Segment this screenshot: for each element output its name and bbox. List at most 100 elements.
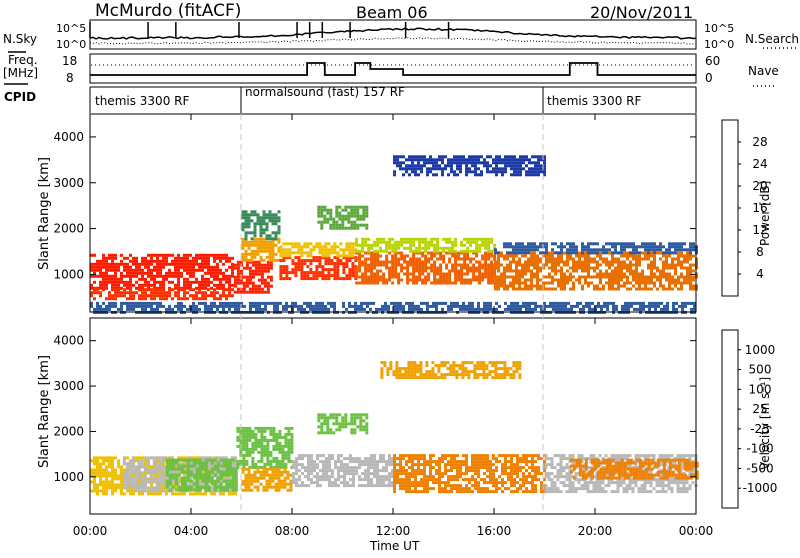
power-cell <box>347 206 350 209</box>
power-cell <box>245 231 248 234</box>
power-cell <box>454 267 457 270</box>
power-cell <box>560 279 563 282</box>
power-cell <box>513 158 516 161</box>
velocity-cell <box>172 477 175 480</box>
velocity-cell <box>156 468 159 471</box>
velocity-cell <box>322 475 325 478</box>
power-cell <box>429 155 432 158</box>
power-cell <box>648 308 651 311</box>
power-cell <box>282 265 285 268</box>
power-cell <box>554 270 557 273</box>
velocity-cell <box>202 477 205 480</box>
velocity-cell <box>290 448 293 451</box>
velocity-cell <box>126 480 129 483</box>
power-cell <box>644 248 647 251</box>
power-cell <box>436 282 439 285</box>
power-cell <box>525 158 528 161</box>
power-cell <box>132 260 135 263</box>
power-cell <box>472 258 475 261</box>
power-cell <box>423 164 426 167</box>
power-cell <box>683 279 686 282</box>
power-cell <box>379 247 382 250</box>
power-cell <box>653 255 656 258</box>
power-cell <box>578 264 581 267</box>
velocity-cell <box>162 474 165 477</box>
power-cell <box>243 305 246 308</box>
power-cell <box>342 302 345 305</box>
power-cell <box>424 270 427 273</box>
power-cell <box>114 297 117 300</box>
power-cell <box>335 224 338 227</box>
velocity-cell <box>199 489 202 492</box>
power-cell <box>279 265 282 268</box>
power-cell <box>575 267 578 270</box>
power-cell <box>266 250 269 253</box>
velocity-cell <box>184 489 187 492</box>
power-cell <box>141 302 144 305</box>
velocity-cell <box>183 492 186 495</box>
power-cell <box>614 273 617 276</box>
power-cell <box>456 164 459 167</box>
power-cell <box>252 273 255 276</box>
velocity-cell <box>111 492 114 495</box>
power-cell <box>448 279 451 282</box>
power-cell <box>405 164 408 167</box>
power-cell <box>237 264 240 267</box>
power-cell <box>171 281 174 284</box>
power-cell <box>638 285 641 288</box>
power-cell <box>234 276 237 279</box>
velocity-cell <box>147 459 150 462</box>
power-cell <box>347 227 350 230</box>
power-cell <box>612 308 615 311</box>
velocity-cell <box>123 483 126 486</box>
power-cell <box>524 264 527 267</box>
power-cell <box>320 212 323 215</box>
power-cell <box>539 242 542 245</box>
power-cell <box>477 302 480 305</box>
freq-label-line2: [MHz] <box>3 66 38 80</box>
power-cell <box>480 173 483 176</box>
power-cell <box>251 256 254 259</box>
velocity-cell <box>174 492 177 495</box>
power-cell <box>345 262 348 265</box>
power-cell <box>272 247 275 250</box>
velocity-cell <box>189 492 192 495</box>
velocity-cell <box>379 469 382 472</box>
velocity-cell <box>290 433 293 436</box>
power-cell <box>650 276 653 279</box>
power-cell <box>456 161 459 164</box>
power-cell <box>231 284 234 287</box>
power-cell <box>242 238 245 241</box>
power-cell <box>411 302 414 305</box>
power-cell <box>430 244 433 247</box>
power-cell <box>524 248 527 251</box>
power-cell <box>623 276 626 279</box>
power-cell <box>429 167 432 170</box>
power-cell <box>614 288 617 291</box>
velocity-cell <box>257 471 260 474</box>
velocity-cell <box>295 484 298 487</box>
power-cell <box>409 258 412 261</box>
velocity-cell <box>352 481 355 484</box>
velocity-cell <box>117 462 120 465</box>
power-cell <box>584 261 587 264</box>
power-cell <box>620 279 623 282</box>
power-cell <box>572 261 575 264</box>
velocity-cell <box>248 427 251 430</box>
velocity-cell <box>102 474 105 477</box>
power-cell <box>132 308 135 311</box>
power-cell <box>671 242 674 245</box>
power-cell <box>275 237 278 240</box>
power-cell <box>177 275 180 278</box>
velocity-cell <box>278 442 281 445</box>
velocity-cell <box>138 474 141 477</box>
power-cell <box>263 219 266 222</box>
velocity-cell <box>364 484 367 487</box>
power-cell <box>327 251 330 254</box>
power-cell <box>683 255 686 258</box>
power-cell <box>554 273 557 276</box>
velocity-cell <box>166 474 169 477</box>
power-cell <box>111 294 114 297</box>
power-cell <box>626 245 629 248</box>
